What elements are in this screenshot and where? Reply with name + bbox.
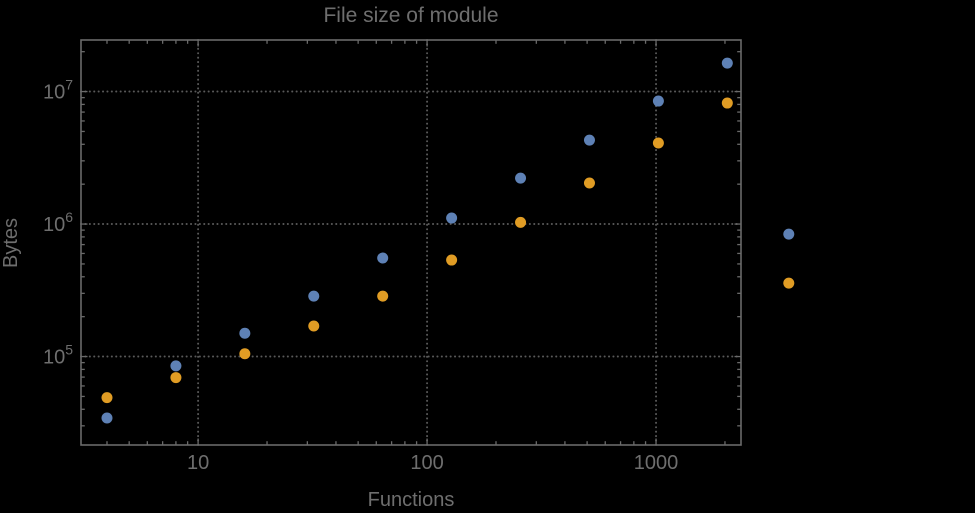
data-point-series-1-blue-x8 [170, 360, 182, 372]
data-point-series-2-orange-x4 [101, 392, 113, 404]
y-axis-label: Bytes [0, 217, 22, 268]
y-tick-label-1e7: 107 [43, 77, 73, 104]
data-point-series-2-orange-x8 [170, 372, 182, 384]
data-point-series-1-blue-x64 [377, 252, 389, 264]
data-point-series-2-orange-x64 [377, 290, 389, 302]
y-tick-label-1e6: 106 [43, 209, 73, 236]
chart-title: File size of module [323, 4, 499, 27]
data-point-series-2-orange-x256 [515, 216, 527, 228]
data-point-series-1-blue-x1024 [652, 95, 664, 107]
data-point-series-2-orange-x512 [583, 177, 595, 189]
x-tick-label-100: 100 [410, 452, 443, 474]
data-point-series-2-orange-x32 [308, 320, 320, 332]
data-point-series-1-blue-x4 [101, 412, 113, 424]
data-point-series-1-blue-x2048 [721, 57, 733, 69]
data-point-series-2-orange-x128 [446, 254, 458, 266]
plot-frame [80, 39, 742, 446]
data-point-series-1-blue-x512 [583, 134, 595, 146]
data-point-series-1-blue-x32 [308, 290, 320, 302]
x-tick-label-1000: 1000 [634, 452, 679, 474]
data-point-series-1-blue-x128 [446, 212, 458, 224]
data-point-series-1-blue-x3800 [783, 228, 795, 240]
data-point-series-2-orange-x1024 [652, 137, 664, 149]
data-point-series-2-orange-x16 [239, 348, 251, 360]
data-point-series-1-blue-x16 [239, 327, 251, 339]
data-point-series-2-orange-x2048 [721, 97, 733, 109]
x-axis-label: Functions [367, 489, 455, 511]
x-tick-label-10: 10 [187, 452, 209, 474]
data-point-series-2-orange-x3800 [783, 277, 795, 289]
data-point-series-1-blue-x256 [515, 172, 527, 184]
y-tick-label-1e5: 105 [43, 342, 73, 369]
